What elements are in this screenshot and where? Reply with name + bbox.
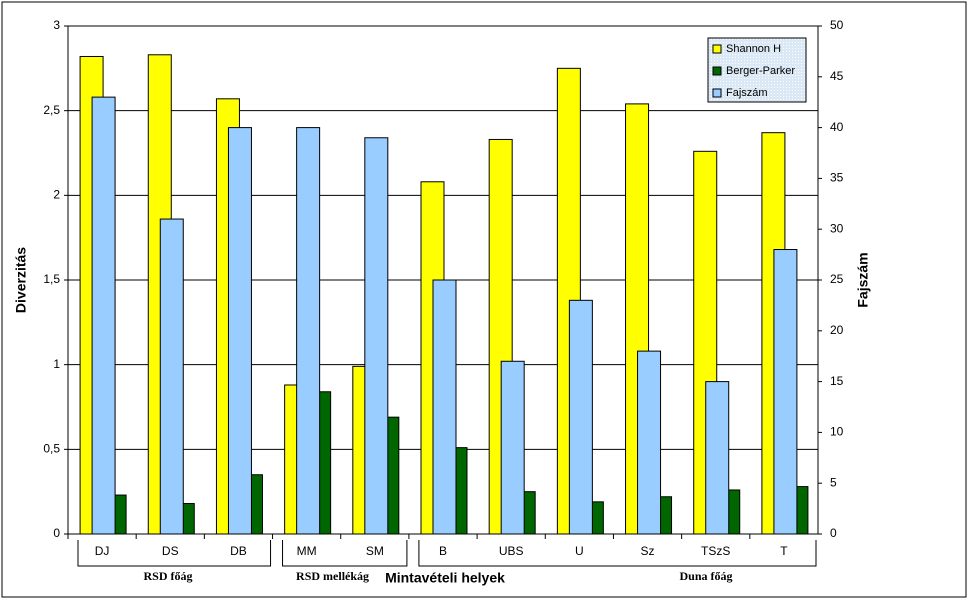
y2-tick-label: 20 xyxy=(830,323,844,337)
y-tick-label: 3 xyxy=(53,18,60,32)
bar xyxy=(568,299,593,535)
x-tick-label: DB xyxy=(230,544,247,558)
x-tick-label: T xyxy=(780,544,788,558)
bar xyxy=(159,218,184,535)
y2-tick-label: 50 xyxy=(830,18,844,32)
bar xyxy=(705,381,730,535)
y2-tick-label: 45 xyxy=(830,69,844,83)
bar xyxy=(432,279,457,535)
y-axis-title: Diverzitás xyxy=(13,247,29,313)
group-label: RSD mellékág xyxy=(296,569,369,583)
group-bracket xyxy=(418,540,817,567)
y2-tick-label: 25 xyxy=(830,272,844,286)
y2-axis-title: Fajszám xyxy=(855,252,871,307)
x-tick-label: MM xyxy=(297,544,317,558)
y-tick-label: 1,5 xyxy=(43,272,60,286)
y-tick-label: 0 xyxy=(53,526,60,540)
y-tick-label: 2,5 xyxy=(43,103,60,117)
y-tick-label: 2 xyxy=(53,188,60,202)
x-tick-label: B xyxy=(439,544,447,558)
legend-swatch xyxy=(712,44,722,54)
group-label: Duna főág xyxy=(679,569,732,583)
bar xyxy=(91,96,116,535)
bar xyxy=(227,127,252,535)
group-bracket xyxy=(77,540,272,567)
plot-border xyxy=(67,25,819,535)
legend-swatch xyxy=(712,88,722,98)
x-tick-label: DJ xyxy=(95,544,110,558)
y2-tick-label: 35 xyxy=(830,171,844,185)
y2-tick-label: 0 xyxy=(830,526,837,540)
x-tick-label: Sz xyxy=(641,544,655,558)
y2-tick-label: 10 xyxy=(830,425,844,439)
y2-tick-label: 40 xyxy=(830,120,844,134)
legend-box xyxy=(707,37,807,103)
legend-label: Fajszám xyxy=(726,87,768,99)
x-tick-label: TSzS xyxy=(701,544,730,558)
x-axis-title: Mintavételi helyek xyxy=(385,570,505,586)
y2-tick-label: 15 xyxy=(830,374,844,388)
legend-label: Shannon H xyxy=(726,43,781,55)
y2-tick-label: 30 xyxy=(830,221,844,235)
x-tick-label: DS xyxy=(162,544,179,558)
x-tick-label: SM xyxy=(366,544,384,558)
group-bracket xyxy=(282,540,408,567)
bar xyxy=(500,360,525,535)
y-tick-label: 1 xyxy=(53,357,60,371)
x-tick-label: UBS xyxy=(499,544,524,558)
y2-tick-label: 5 xyxy=(830,475,837,489)
bar xyxy=(637,350,662,535)
bar xyxy=(773,249,798,535)
x-tick-label: U xyxy=(575,544,584,558)
legend-label: Berger-Parker xyxy=(726,65,795,77)
y-tick-label: 0,5 xyxy=(43,442,60,456)
bar xyxy=(364,137,389,535)
group-label: RSD főág xyxy=(143,569,192,583)
legend-swatch xyxy=(712,66,722,76)
bar xyxy=(296,127,321,535)
